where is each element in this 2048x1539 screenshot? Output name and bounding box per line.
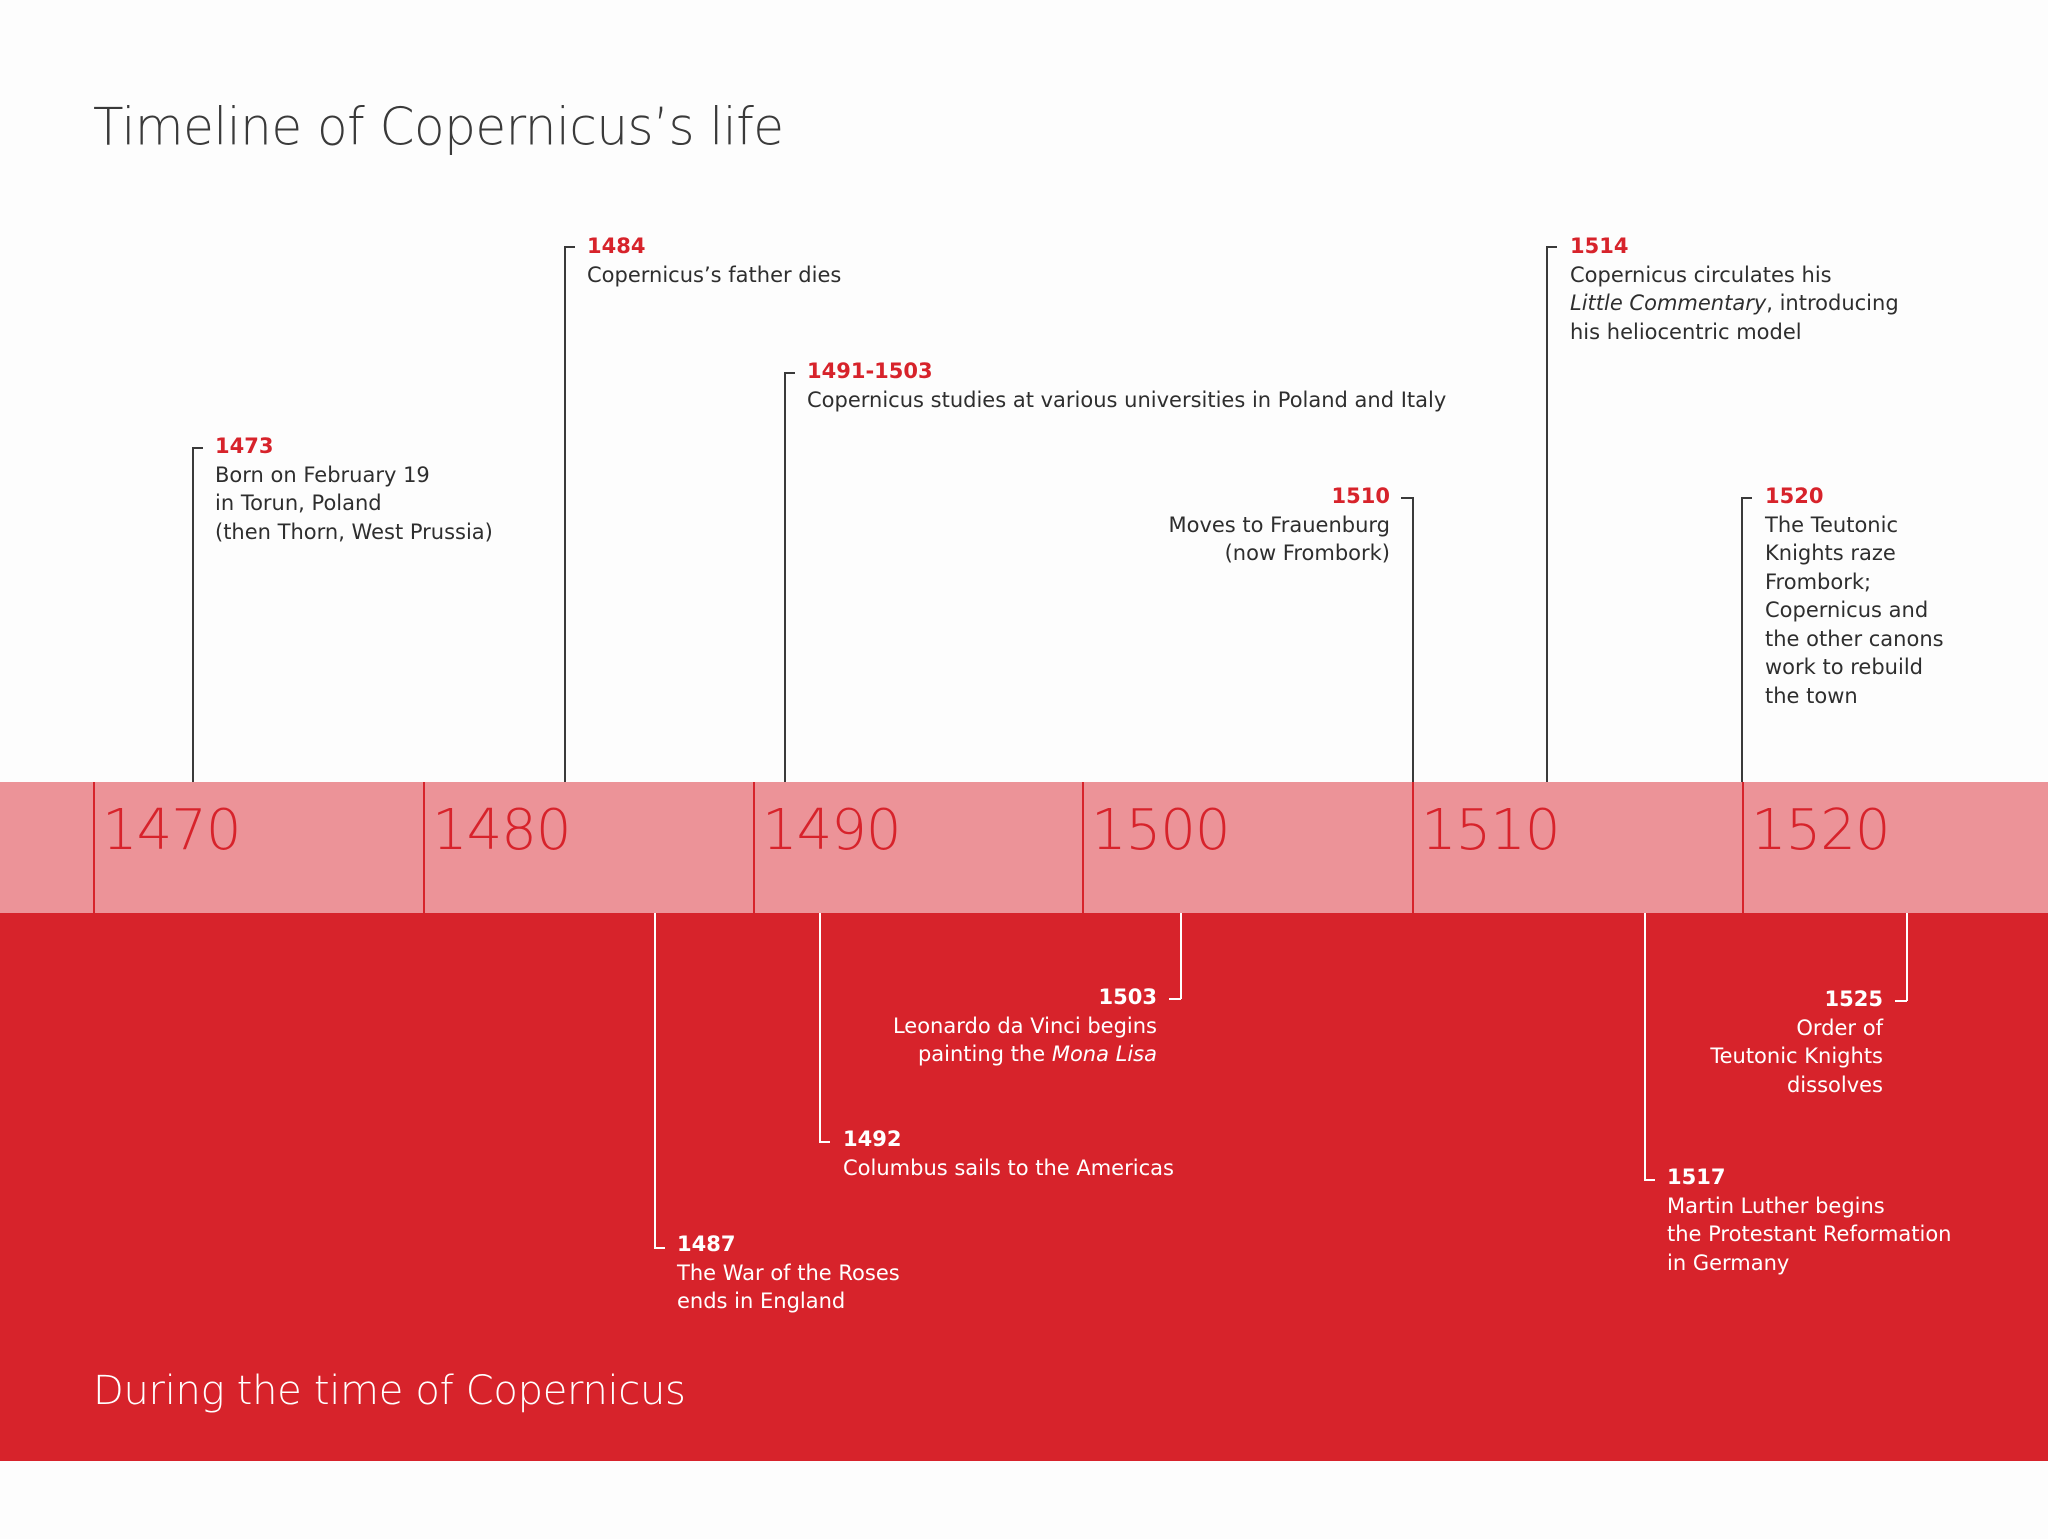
event-text: Teutonic Knights [1710,1044,1883,1068]
event-text: dissolves [1786,1072,1883,1097]
event-text: in Germany [1667,1250,1790,1275]
event-text: Frombork; [1765,569,1872,594]
event-year: 1491-1503 [807,359,933,383]
decade-tick [1082,782,1084,913]
event-text: Copernicus studies at various universiti… [807,387,1447,412]
world-event-1517: 1517 Martin Luther begins the Protestant… [1667,1163,1952,1277]
event-leader-hook [1895,1000,1907,1002]
event-leader-line [1741,497,1743,782]
event-text-italic-line: painting the Mona Lisa [860,1040,1157,1069]
event-year: 1520 [1765,484,1824,508]
event-text: his heliocentric model [1570,319,1802,344]
event-text: (then Thorn, West Prussia) [215,519,493,544]
event-text: The Teutonic [1765,512,1898,537]
event-leader-line [1906,913,1908,1001]
event-text: ends in England [677,1289,846,1313]
event-text: Copernicus and [1765,598,1929,622]
event-year: 1473 [215,434,274,458]
event-year: 1487 [677,1232,736,1256]
decade-label: 1480 [432,798,572,863]
life-event-1510: 1510 Moves to Frauenburg (now Frombork) [1090,482,1390,568]
event-text: Moves to Frauenburg [1168,512,1390,537]
event-text: work to rebuild [1765,655,1923,679]
event-year: 1510 [1331,484,1390,508]
world-event-1525: 1525 Order of Teutonic Knights dissolves [1620,985,1883,1099]
event-text: Leonardo da Vinci begins [892,1013,1157,1038]
event-leader-line [564,246,566,782]
event-leader-line [1644,913,1646,1180]
decade-label: 1490 [762,798,902,863]
event-leader-hook [1169,998,1181,1000]
world-event-1492: 1492 Columbus sails to the Americas [843,1125,1174,1182]
event-leader-hook [1546,246,1557,248]
decade-tick [1742,782,1744,913]
decade-tick [753,782,755,913]
event-text: The War of the Roses [677,1260,900,1285]
event-text: Born on February 19 [215,462,430,487]
section-label: During the time of Copernicus [93,1368,686,1414]
decade-tick [1412,782,1414,913]
event-leader-line [784,372,786,782]
life-event-1514: 1514 Copernicus circulates his Little Co… [1570,232,1899,346]
event-leader-line [1180,913,1182,999]
event-leader-line [1412,497,1414,782]
page-title: Timeline of Copernicus’s life [93,96,784,158]
event-text: the Protestant Reformation [1667,1222,1952,1246]
decade-label: 1470 [102,798,242,863]
timeline-axis-band [0,782,2048,913]
event-text: Order of [1796,1015,1883,1040]
world-events-panel [0,913,2048,1461]
event-year: 1492 [843,1127,902,1151]
event-leader-line [819,913,821,1142]
life-event-1491-1503: 1491-1503 Copernicus studies at various … [807,357,1446,414]
event-text: Knights raze [1765,541,1896,565]
decade-tick [93,782,95,913]
event-year: 1514 [1570,234,1629,258]
decade-tick [423,782,425,913]
event-leader-hook [784,372,795,374]
event-text: the other canons [1765,626,1944,651]
event-leader-hook [1401,497,1413,499]
event-leader-hook [192,447,203,449]
event-text: Columbus sails to the Americas [843,1155,1174,1180]
life-event-1484: 1484 Copernicus’s father dies [587,232,841,289]
event-leader-line [1546,246,1548,782]
event-leader-hook [654,1247,665,1249]
event-text: , introducing [1766,291,1899,315]
event-text: Copernicus’s father dies [587,262,842,287]
event-leader-line [192,447,194,782]
event-text: the town [1765,683,1858,708]
decade-label: 1510 [1421,798,1561,863]
life-event-1520: 1520 The Teutonic Knights raze Frombork;… [1765,482,1944,710]
world-event-1487: 1487 The War of the Roses ends in Englan… [677,1230,900,1316]
event-year: 1517 [1667,1165,1726,1189]
footer-margin [0,1461,2048,1539]
event-text: in Torun, Poland [215,491,382,515]
italic-title: Mona Lisa [1051,1042,1157,1066]
decade-label: 1500 [1091,798,1231,863]
event-leader-hook [1644,1179,1655,1181]
event-text: (now Frombork) [1224,541,1390,565]
event-leader-hook [819,1141,830,1143]
event-text: Martin Luther begins [1667,1193,1885,1218]
decade-label: 1520 [1751,798,1891,863]
event-year: 1503 [1098,985,1157,1009]
world-event-1503: 1503 Leonardo da Vinci begins painting t… [860,983,1157,1069]
event-leader-hook [1741,497,1752,499]
event-year: 1484 [587,234,646,258]
event-text-italic-line: Little Commentary, introducing [1570,289,1899,318]
event-year: 1525 [1824,987,1883,1011]
event-text: painting the [917,1042,1052,1066]
event-leader-hook [564,246,575,248]
event-leader-line [654,913,656,1248]
italic-title: Little Commentary [1570,291,1767,315]
life-event-1473: 1473 Born on February 19 in Torun, Polan… [215,432,493,546]
event-text: Copernicus circulates his [1570,262,1832,287]
